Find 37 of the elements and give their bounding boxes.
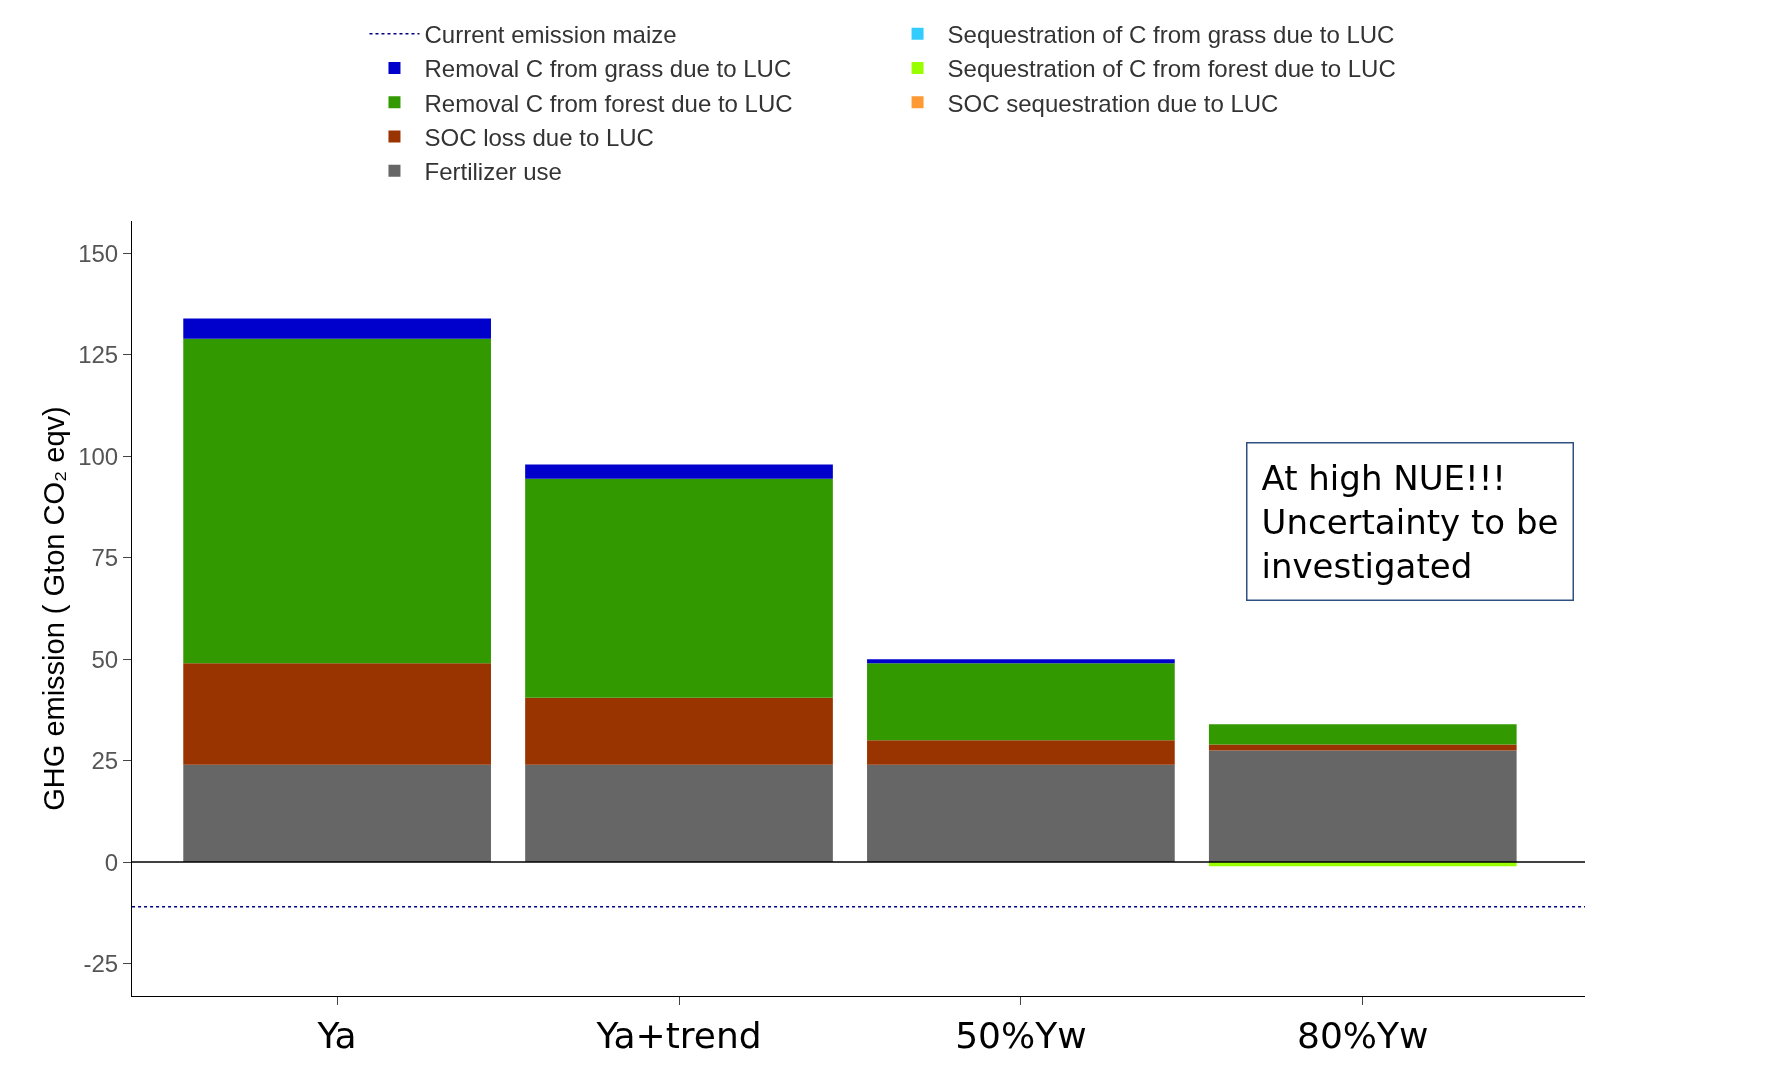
y-tick-label: 75 [91, 544, 119, 572]
annotation: At high NUE!!! Uncertainty to be investigated [1261, 457, 1559, 586]
y-axis-title: GHG emission ( Gton CO₂ eqv) [38, 406, 70, 811]
bar [1208, 750, 1517, 863]
bar [1208, 724, 1517, 745]
legend-label: Current emission maize [424, 21, 677, 49]
y-tick-label: -25 [83, 949, 119, 977]
bar [867, 663, 1175, 741]
bar [525, 697, 833, 765]
legend-label: Fertilizer use [424, 158, 562, 186]
bar [183, 318, 491, 339]
legend-label: Removal C from forest due to LUC [424, 89, 793, 117]
bar [525, 478, 833, 698]
y-tick-label: 0 [104, 848, 119, 876]
x-tick-label: 50%Yw [955, 1015, 1087, 1057]
bar [183, 764, 491, 863]
y-tick-label: 125 [78, 341, 119, 369]
bar [867, 764, 1175, 863]
legend-label: SOC sequestration due to LUC [947, 89, 1279, 117]
y-tick-label: 50 [91, 645, 119, 673]
x-tick-label: 80%Yw [1297, 1015, 1429, 1057]
bar [1208, 744, 1517, 751]
y-tick-label: 100 [78, 442, 119, 470]
bar [525, 764, 833, 863]
y-tick-label: 150 [78, 239, 119, 267]
bar [183, 338, 491, 664]
bar [525, 464, 833, 479]
bar [867, 659, 1175, 664]
x-tick-label: Ya [316, 1015, 357, 1057]
x-tick-label: Ya+trend [595, 1015, 762, 1057]
legend-label: SOC loss due to LUC [424, 123, 654, 151]
legend-label: Removal C from grass due to LUC [424, 55, 792, 83]
legend-label: Sequestration of C from grass due to LUC [947, 21, 1395, 49]
bar [867, 740, 1175, 765]
bar [183, 663, 491, 765]
y-tick-label: 25 [91, 747, 119, 775]
legend-label: Sequestration of C from forest due to LUC [947, 55, 1396, 83]
